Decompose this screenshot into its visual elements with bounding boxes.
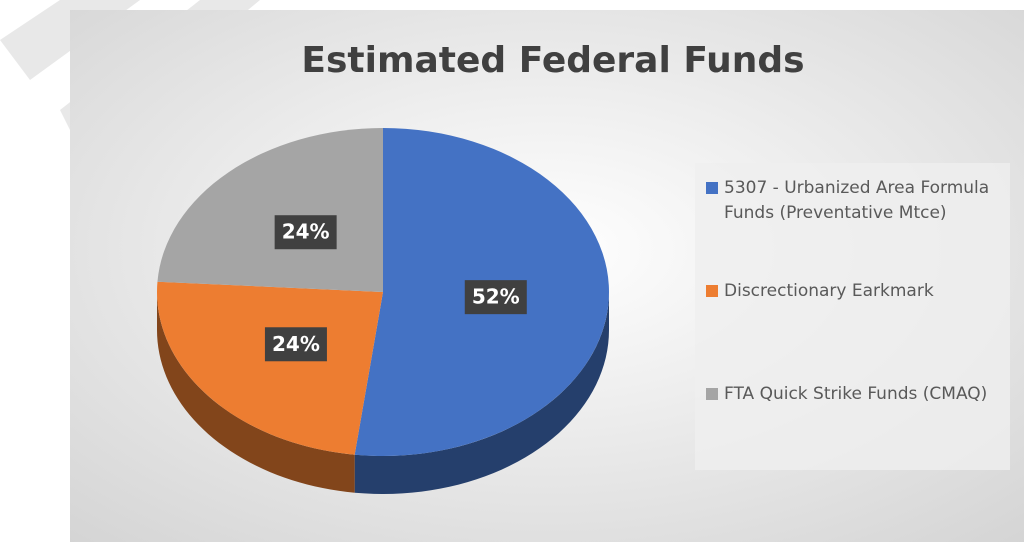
data-label: 24% bbox=[282, 220, 330, 244]
legend-line: Funds (Preventative Mtce) bbox=[724, 203, 947, 223]
data-label: 24% bbox=[272, 332, 320, 356]
legend-line: 5307 - Urbanized Area Formula bbox=[724, 178, 989, 198]
legend-label: 5307 - Urbanized Area Formula Funds (Prev… bbox=[724, 178, 989, 223]
legend-swatch bbox=[706, 388, 718, 400]
data-label-box bbox=[274, 215, 337, 250]
legend-swatch bbox=[706, 182, 718, 194]
legend-swatch bbox=[706, 285, 718, 297]
data-label-box bbox=[264, 327, 327, 362]
data-label-box bbox=[464, 280, 527, 315]
chart-title: Estimated Federal Funds bbox=[301, 40, 804, 81]
legend-label: FTA Quick Strike Funds (CMAQ) bbox=[724, 384, 987, 404]
legend-line: Discrectionary Earkmark bbox=[724, 281, 934, 301]
slice-side bbox=[157, 292, 355, 493]
legend-line: FTA Quick Strike Funds (CMAQ) bbox=[724, 384, 987, 404]
slice bbox=[157, 128, 383, 292]
slice bbox=[157, 281, 383, 455]
slice-side bbox=[354, 292, 609, 494]
data-label: 52% bbox=[472, 285, 520, 309]
legend-label: Discrectionary Earkmark bbox=[724, 281, 934, 301]
legend-box bbox=[695, 163, 1010, 470]
